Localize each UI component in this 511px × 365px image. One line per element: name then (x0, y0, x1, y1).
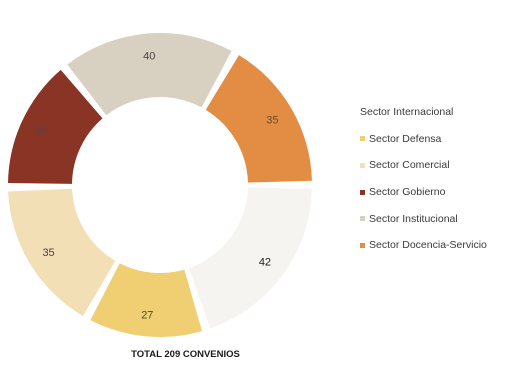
legend-label-3: Sector Comercial (369, 159, 450, 172)
slice-value-label-3: 35 (42, 247, 54, 259)
legend-swatch-4 (360, 189, 365, 195)
legend-item-4: Sector Gobierno (360, 179, 510, 206)
value-labels-layer: 42 27 35 30 40 35 (36, 50, 279, 321)
donut-slice-2 (90, 263, 203, 337)
slice-value-label-5: 40 (143, 50, 155, 62)
donut-slice-5 (67, 33, 232, 116)
legend-swatch-5 (360, 216, 365, 222)
slice-value-label-2: 27 (141, 309, 153, 321)
legend-item-5: Sector Institucional (360, 205, 510, 232)
donut-slice-4 (8, 69, 103, 184)
legend-swatch-3 (360, 162, 365, 168)
slice-value-label-6: 35 (266, 115, 278, 127)
chart-legend: Sector Internacional Sector Defensa Sector… (360, 99, 510, 259)
legend-label-1: Sector Internacional (360, 106, 454, 119)
legend-label-2: Sector Defensa (369, 132, 442, 145)
legend-item-1: Sector Internacional (360, 99, 510, 126)
donut-slice-3 (8, 188, 116, 317)
legend-item-6: Sector Docencia-Servicio (360, 232, 510, 259)
legend-item-3: Sector Comercial (360, 152, 510, 179)
total-label: TOTAL 209 CONVENIOS (131, 349, 240, 360)
legend-label-4: Sector Gobierno (369, 186, 446, 199)
slice-value-label-4: 30 (36, 125, 48, 137)
donut-slice-1 (189, 187, 312, 329)
legend-swatch-2 (360, 136, 365, 142)
legend-item-2: Sector Defensa (360, 126, 510, 153)
slice-value-label-1: 42 (259, 257, 271, 269)
donut-slice-6 (205, 55, 312, 183)
legend-label-6: Sector Docencia-Servicio (369, 239, 487, 252)
legend-swatch-6 (360, 242, 365, 248)
legend-label-5: Sector Institucional (369, 212, 458, 225)
slices-layer (8, 33, 312, 337)
